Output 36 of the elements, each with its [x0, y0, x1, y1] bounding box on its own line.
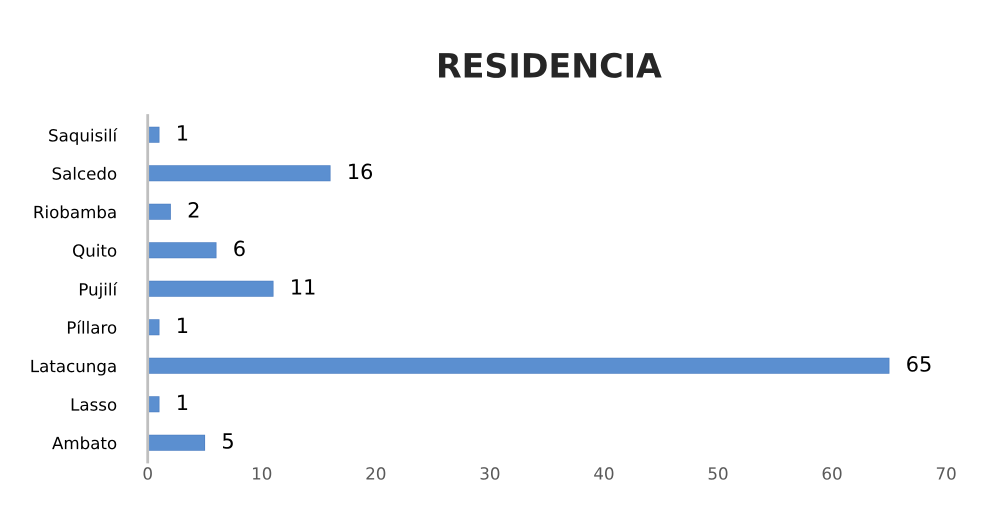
x-tick-label: 10: [252, 467, 272, 480]
y-tick-label: Riobamba: [34, 205, 116, 218]
data-label: 1: [178, 394, 188, 410]
bar: [148, 434, 206, 451]
y-tick-label: Lasso: [72, 398, 116, 411]
data-label: 1: [178, 318, 188, 333]
data-label: 2: [188, 202, 198, 218]
data-label: 11: [292, 279, 314, 294]
x-tick-label: 20: [366, 467, 386, 480]
y-tick-label: Saquisilí: [49, 128, 118, 145]
bar: [148, 319, 160, 336]
bar: [148, 204, 171, 220]
data-label: 1: [178, 125, 188, 140]
x-tick-label: 50: [708, 467, 728, 480]
y-tick-label: Latacunga: [31, 360, 116, 376]
data-label: 16: [349, 164, 372, 180]
x-tick-label: 40: [594, 467, 614, 480]
x-tick-label: 30: [480, 467, 500, 480]
y-tick-label: Salcedo: [52, 166, 116, 180]
bar: [148, 396, 160, 412]
bar: [148, 165, 331, 182]
y-tick-label: Pujilí: [80, 282, 118, 299]
x-tick-label: 70: [936, 467, 956, 480]
y-tick-label: Ambato: [52, 436, 116, 450]
chart-title: RESIDENCIA: [439, 52, 662, 78]
bar: [148, 280, 274, 297]
bar: [148, 126, 160, 143]
bar: [148, 242, 216, 258]
bar: [148, 358, 890, 374]
data-label: 6: [234, 240, 245, 256]
x-tick-label: 60: [822, 467, 842, 480]
y-tick-label: Píllaro: [68, 320, 116, 334]
y-tick-label: Quito: [73, 244, 116, 259]
data-label: 65: [907, 356, 930, 372]
x-tick-label: 0: [144, 467, 152, 480]
data-label: 5: [223, 433, 233, 449]
